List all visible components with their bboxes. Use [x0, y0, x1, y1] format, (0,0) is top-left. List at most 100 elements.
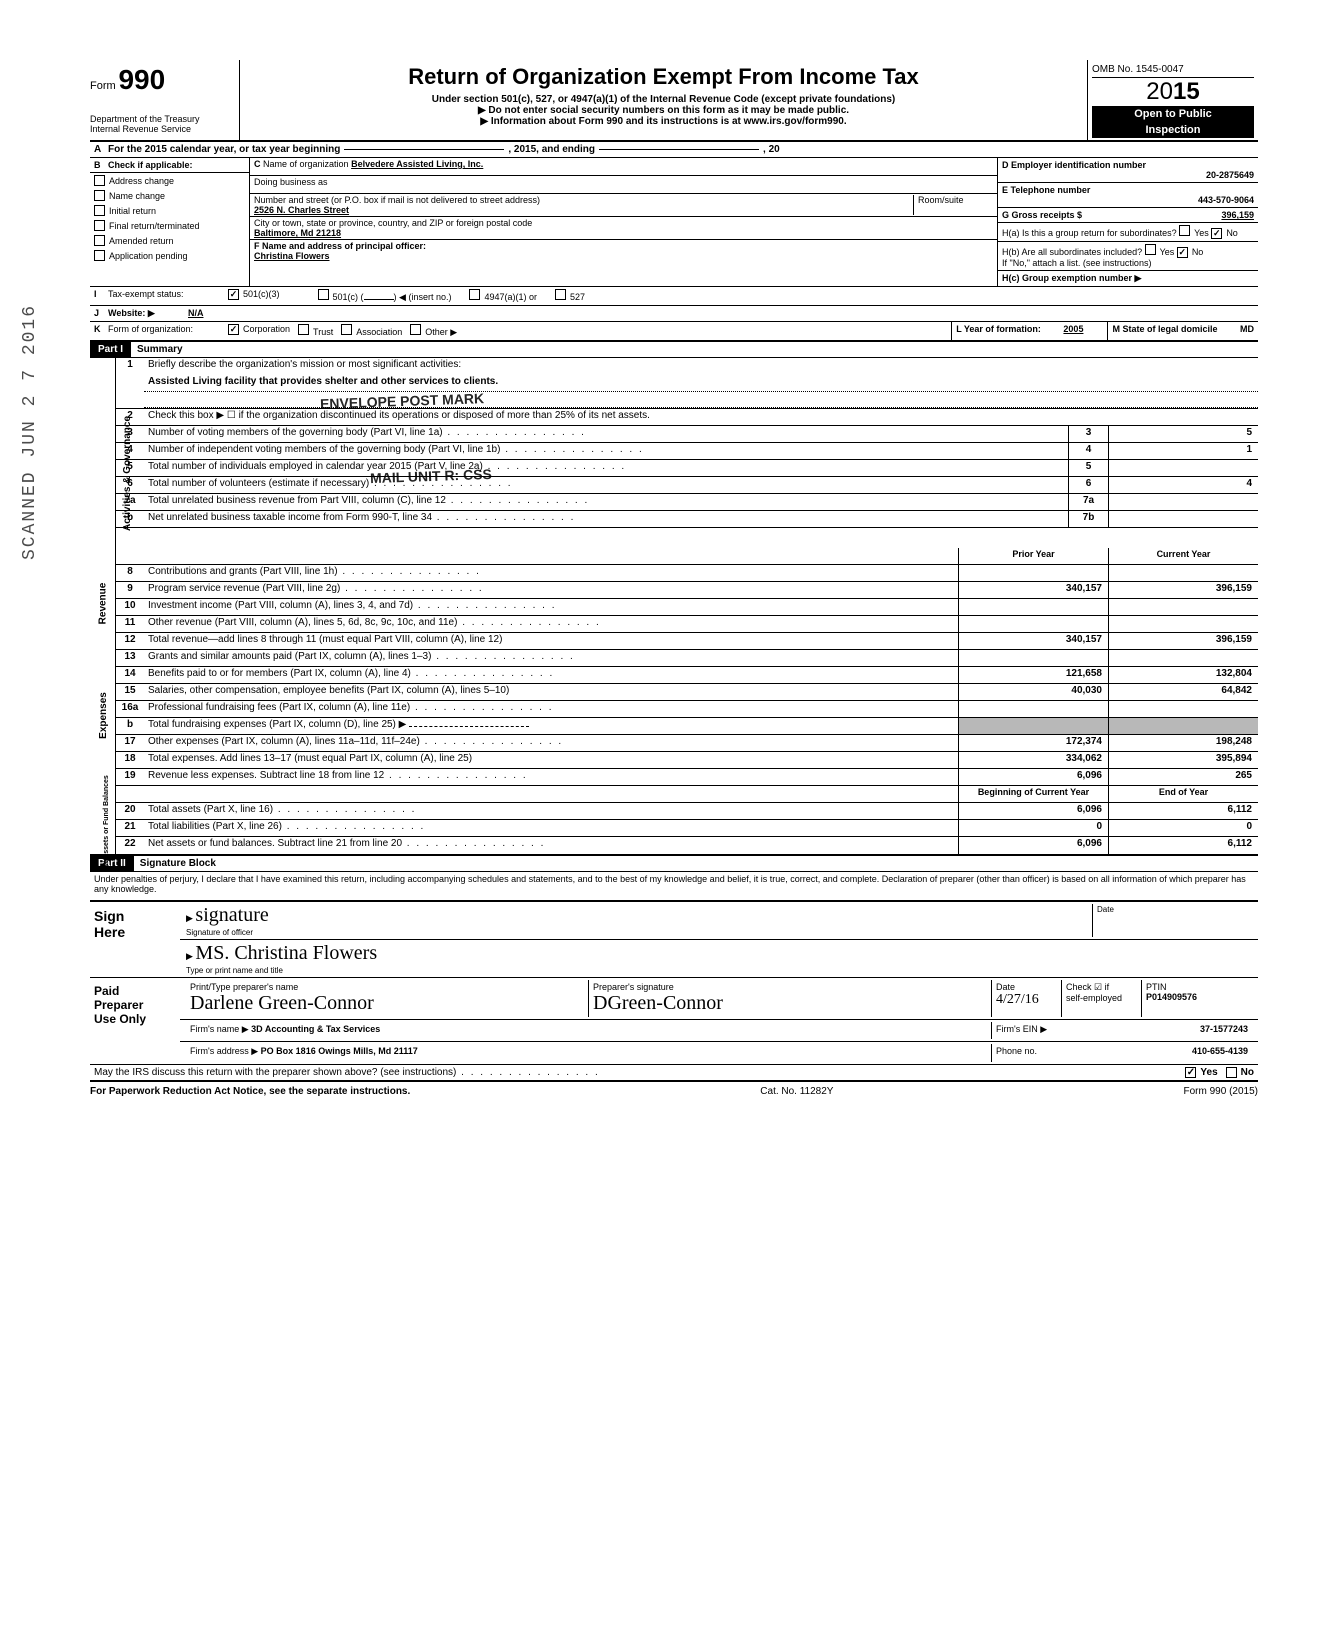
chk-amended[interactable] — [94, 235, 105, 246]
l1-val: Assisted Living facility that provides s… — [144, 375, 1258, 392]
chk-discuss-no[interactable] — [1226, 1067, 1237, 1078]
line-a-letter: A — [94, 144, 108, 155]
l11-c — [1108, 616, 1258, 632]
lbl-amended: Amended return — [109, 236, 174, 246]
chk-trust[interactable] — [298, 324, 309, 335]
col-b-head: Check if applicable: — [108, 160, 193, 170]
expenses-grid: Expenses 13Grants and similar amounts pa… — [90, 650, 1258, 786]
l10-desc: Investment income (Part VIII, column (A)… — [144, 599, 958, 615]
lbl-final-return: Final return/terminated — [109, 221, 200, 231]
l-label: L Year of formation: — [956, 324, 1041, 334]
vlabel-activities: Activities & Governance — [90, 358, 116, 548]
street-val: 2526 N. Charles Street — [254, 205, 349, 215]
footer-mid: Cat. No. 11282Y — [760, 1086, 833, 1097]
opt-501c3: 501(c)(3) — [243, 289, 280, 299]
col-b: B Check if applicable: Address change Na… — [90, 158, 250, 286]
l8-c — [1108, 565, 1258, 581]
l7a-desc: Total unrelated business revenue from Pa… — [144, 494, 1068, 510]
chk-501c3[interactable]: ✓ — [228, 289, 239, 300]
opt-501c: 501(c) ( — [333, 292, 364, 302]
city-label: City or town, state or province, country… — [254, 218, 532, 228]
block-bcde: B Check if applicable: Address change Na… — [90, 158, 1258, 287]
l13-p — [958, 650, 1108, 666]
chk-ha-no[interactable]: ✓ — [1211, 228, 1222, 239]
dba-label: Doing business as — [254, 177, 328, 187]
chk-assoc[interactable] — [341, 324, 352, 335]
l3-val: 5 — [1108, 426, 1258, 442]
k-letter: K — [90, 322, 104, 340]
lbl-name-change: Name change — [109, 191, 165, 201]
sign-here-label: Sign Here — [90, 902, 180, 977]
ptin-label: PTIN — [1146, 982, 1167, 992]
vlabel-net: Net Assets or Fund Balances — [90, 786, 116, 854]
l11-desc: Other revenue (Part VIII, column (A), li… — [144, 616, 958, 632]
form-note-info: Information about Form 990 and its instr… — [248, 116, 1079, 127]
open-public-1: Open to Public — [1092, 106, 1254, 122]
chk-discuss-yes[interactable]: ✓ — [1185, 1067, 1196, 1078]
chk-hb-yes[interactable] — [1145, 244, 1156, 255]
chk-name-change[interactable] — [94, 190, 105, 201]
l4-val: 1 — [1108, 443, 1258, 459]
prep-signature[interactable]: DGreen-Connor — [593, 992, 723, 1014]
f-label: F Name and address of principal officer: — [254, 241, 426, 251]
l3-desc: Number of voting members of the governin… — [144, 426, 1068, 442]
l12-desc: Total revenue—add lines 8 through 11 (mu… — [144, 633, 958, 649]
col-c: C Name of organization Belvedere Assiste… — [250, 158, 998, 286]
chk-4947[interactable] — [469, 289, 480, 300]
l19-c: 265 — [1108, 769, 1258, 785]
l19-p: 6,096 — [958, 769, 1108, 785]
l9-num: 9 — [116, 582, 144, 598]
paid-label-2: Preparer — [94, 998, 176, 1012]
chk-501c[interactable] — [318, 289, 329, 300]
l1-blank[interactable] — [144, 392, 1258, 408]
opt-other: Other ▶ — [425, 327, 457, 337]
sig-date-label: Date — [1097, 905, 1114, 914]
vlabel-expenses: Expenses — [90, 650, 116, 786]
l16b-p-shade — [958, 718, 1108, 734]
chk-corp[interactable]: ✓ — [228, 324, 239, 335]
l18-p: 334,062 — [958, 752, 1108, 768]
l12-p: 340,157 — [958, 633, 1108, 649]
chk-final-return[interactable] — [94, 220, 105, 231]
chk-527[interactable] — [555, 289, 566, 300]
l17-num: 17 — [116, 735, 144, 751]
l7a-box: 7a — [1068, 494, 1108, 510]
hc-label: H(c) Group exemption number ▶ — [998, 271, 1258, 286]
tax-year: 2015 — [1092, 78, 1254, 106]
officer-name: Christina Flowers — [254, 251, 330, 261]
l14-desc: Benefits paid to or for members (Part IX… — [144, 667, 958, 683]
ha-no: No — [1226, 228, 1238, 238]
officer-typed-name: MS. Christina Flowers — [195, 942, 377, 964]
part1-hdr: Part I — [90, 342, 131, 357]
e-label: E Telephone number — [1002, 185, 1090, 195]
col-b-letter: B — [94, 160, 108, 170]
discuss-row: May the IRS discuss this return with the… — [90, 1065, 1258, 1082]
chk-app-pending[interactable] — [94, 250, 105, 261]
l15-c: 64,842 — [1108, 684, 1258, 700]
chk-ha-yes[interactable] — [1179, 225, 1190, 236]
hdr-prior: Prior Year — [958, 548, 1108, 564]
l17-desc: Other expenses (Part IX, column (A), lin… — [144, 735, 958, 751]
prep-sig-label: Preparer's signature — [593, 982, 674, 992]
l17-c: 198,248 — [1108, 735, 1258, 751]
officer-signature[interactable]: signature — [195, 904, 268, 926]
line-a-blank2[interactable] — [599, 149, 759, 150]
part2-decl: Under penalties of perjury, I declare th… — [90, 872, 1258, 896]
chk-address-change[interactable] — [94, 175, 105, 186]
line-a-blank1[interactable] — [344, 149, 504, 150]
chk-hb-no[interactable]: ✓ — [1177, 247, 1188, 258]
part1-header-row: Part I Summary — [90, 342, 1258, 358]
dept-treasury: Department of the Treasury — [90, 114, 233, 124]
paid-label-3: Use Only — [94, 1012, 176, 1026]
website-val: N/A — [184, 306, 208, 321]
l22-c: 6,112 — [1108, 837, 1258, 854]
chk-other[interactable] — [410, 324, 421, 335]
l7b-box: 7b — [1068, 511, 1108, 527]
l10-num: 10 — [116, 599, 144, 615]
prep-date: 4/27/16 — [996, 992, 1039, 1007]
l6-desc: Total number of volunteers (estimate if … — [144, 477, 1068, 493]
hdr-beg: Beginning of Current Year — [958, 786, 1108, 802]
sign-label-2: Here — [94, 924, 176, 940]
firm-ein: 37-1577243 — [1200, 1024, 1248, 1034]
chk-initial-return[interactable] — [94, 205, 105, 216]
